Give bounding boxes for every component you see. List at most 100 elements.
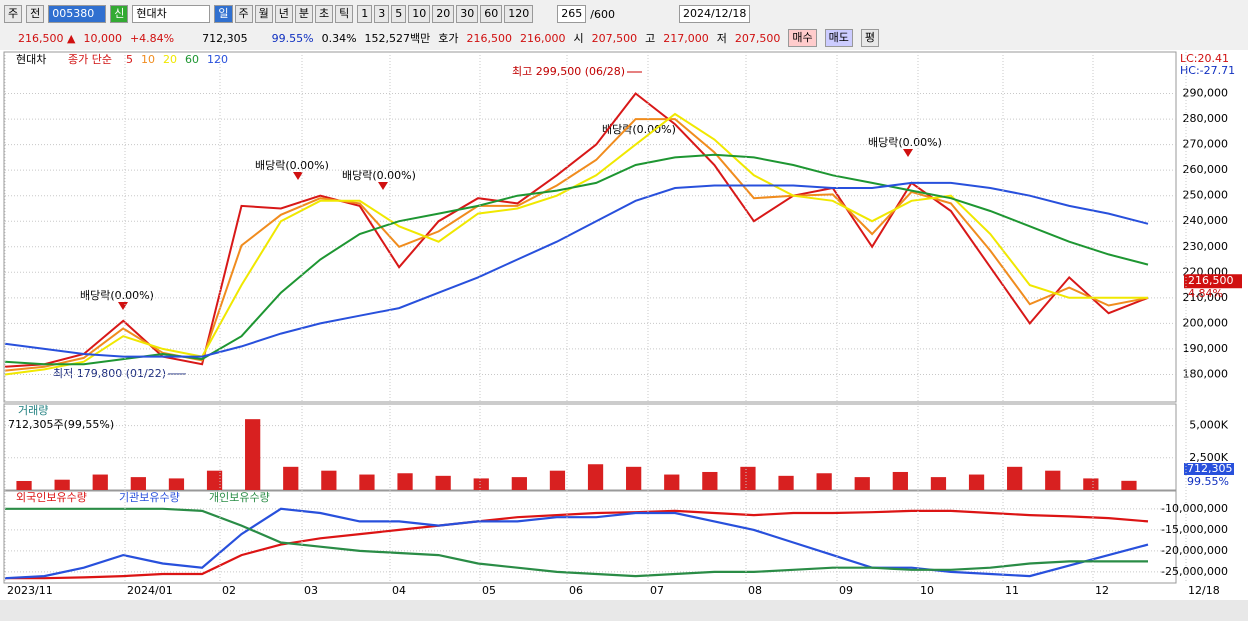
y-tick-label: 280,000 [1183, 112, 1229, 125]
number-button[interactable]: 5 [391, 5, 407, 23]
x-tick-label: 08 [748, 584, 762, 597]
badge: 신 [110, 5, 129, 23]
y-tick-label: -15,000,000 [1161, 523, 1228, 536]
y-tick-label: 2,500K [1189, 451, 1228, 464]
stock-name[interactable]: 현대차 [132, 5, 211, 23]
volume-bar [702, 471, 718, 490]
period-button[interactable]: 년 [274, 5, 293, 23]
y-tick-label: -10,000,000 [1161, 502, 1228, 515]
scrollbar[interactable] [0, 600, 1248, 621]
last-price-box [1184, 274, 1242, 289]
period-button[interactable]: 초 [315, 5, 334, 23]
series-line [4, 112, 1148, 376]
y-tick-label: 230,000 [1183, 240, 1229, 253]
number-button[interactable]: 120 [504, 5, 534, 23]
quote-bar: 216,500 ▲ 10,000 +4.84% 712,305 99.55% 0… [0, 28, 1248, 48]
volume-subtitle: 712,305주(99,55%) [8, 418, 114, 431]
volume-title: 거래량 [18, 404, 48, 417]
avg-button[interactable]: 평 [860, 29, 880, 47]
legend-item: 120 [207, 53, 228, 66]
y-tick-label: 200,000 [1183, 316, 1229, 329]
volume-bar [626, 466, 642, 490]
number-button[interactable]: 20 [432, 5, 455, 23]
volume-bar [587, 464, 604, 490]
y-tick-label: 250,000 [1183, 189, 1229, 202]
series-line [5, 509, 1149, 580]
volume-bar [54, 479, 70, 490]
market[interactable]: 주 [4, 5, 23, 23]
volume-bar [1045, 470, 1061, 490]
y-tick-label: 180,000 [1183, 367, 1229, 380]
count[interactable]: 265 [557, 5, 587, 23]
y-tick-label: 240,000 [1183, 214, 1229, 227]
volume-bar [740, 466, 756, 490]
prev[interactable]: 전 [26, 5, 45, 23]
volume-last: 712,305 [1187, 462, 1233, 475]
series-line [4, 507, 1149, 580]
volume-bar [968, 474, 985, 490]
legend-item: 개인보유수량 [209, 491, 270, 504]
series-line [5, 507, 1148, 578]
ask-label: 호가 [438, 32, 459, 45]
annotation: 배당락(0.00%) [80, 289, 154, 302]
chart-bg [0, 50, 1248, 621]
sell-button[interactable]: 매도 [824, 29, 853, 47]
volume-bar [206, 470, 223, 490]
last-change: 4.84% [1188, 287, 1223, 300]
lc-label: LC:20.41 [1180, 52, 1229, 65]
y-tick-label: 270,000 [1183, 138, 1229, 151]
period-button[interactable]: 분 [294, 5, 313, 23]
volume-bar [168, 478, 185, 490]
period-button[interactable]: 일 [214, 5, 233, 23]
annotation: 배당락(0.00%) [255, 159, 329, 172]
high: 217,000 [663, 31, 709, 45]
number-button[interactable]: 10 [408, 5, 431, 23]
volume-last-box [1184, 463, 1234, 475]
buy-button[interactable]: 매수 [788, 29, 817, 47]
y-tick-label: -25,000,000 [1161, 565, 1228, 578]
volume-bar [16, 480, 32, 490]
x-tick-label: 11 [1005, 584, 1019, 597]
volume-bar [892, 471, 908, 490]
code-input[interactable]: 005380 [48, 5, 107, 23]
legend-item: 종가 단순 [68, 53, 112, 66]
period-button[interactable]: 틱 [335, 5, 354, 23]
annotation: 최저 179,800 (01/22) [53, 367, 166, 380]
number-button[interactable]: 3 [374, 5, 390, 23]
open-label: 시 [573, 32, 584, 45]
volume-bar [664, 474, 680, 490]
ask: 216,500 [466, 31, 513, 45]
rate: +4.84% [129, 31, 175, 45]
x-tick-label: 12/18 [1188, 584, 1220, 597]
open: 207,500 [591, 31, 638, 45]
annotation: 배당락(0.00%) [342, 169, 416, 182]
chart: 최고 299,500 (06/28) 최저 179,800 (01/22) 배당… [0, 50, 1248, 621]
volume-bar [473, 478, 489, 490]
legend-item: 10 [141, 53, 155, 66]
y-tick-label: 290,000 [1183, 87, 1229, 100]
volume-bar [1121, 480, 1137, 490]
amount: 152,527백만 [364, 32, 431, 45]
volume-bar [397, 473, 413, 490]
volume: 712,305 [202, 31, 248, 45]
price-panel [3, 51, 1177, 403]
x-tick-label: 03 [304, 584, 318, 597]
number-button[interactable]: 30 [456, 5, 479, 23]
period-button[interactable]: 월 [254, 5, 273, 23]
period-button[interactable]: 주 [234, 5, 253, 23]
number-button[interactable]: 60 [480, 5, 503, 23]
volume-bar [245, 419, 261, 490]
series-line [4, 92, 1149, 368]
date[interactable]: 2024/12/18 [678, 5, 751, 23]
hc-label: HC:-27.71 [1180, 64, 1235, 77]
y-tick-label: 260,000 [1183, 163, 1229, 176]
legend-item: 외국인보유수량 [16, 491, 87, 504]
volume-bar [816, 473, 832, 490]
holding-panel [3, 490, 1177, 584]
x-tick-label: 10 [920, 584, 934, 597]
number-button[interactable]: 1 [357, 5, 373, 23]
low: 207,500 [734, 31, 781, 45]
legend-item: 5 [126, 53, 133, 66]
volume-bar [549, 470, 566, 490]
